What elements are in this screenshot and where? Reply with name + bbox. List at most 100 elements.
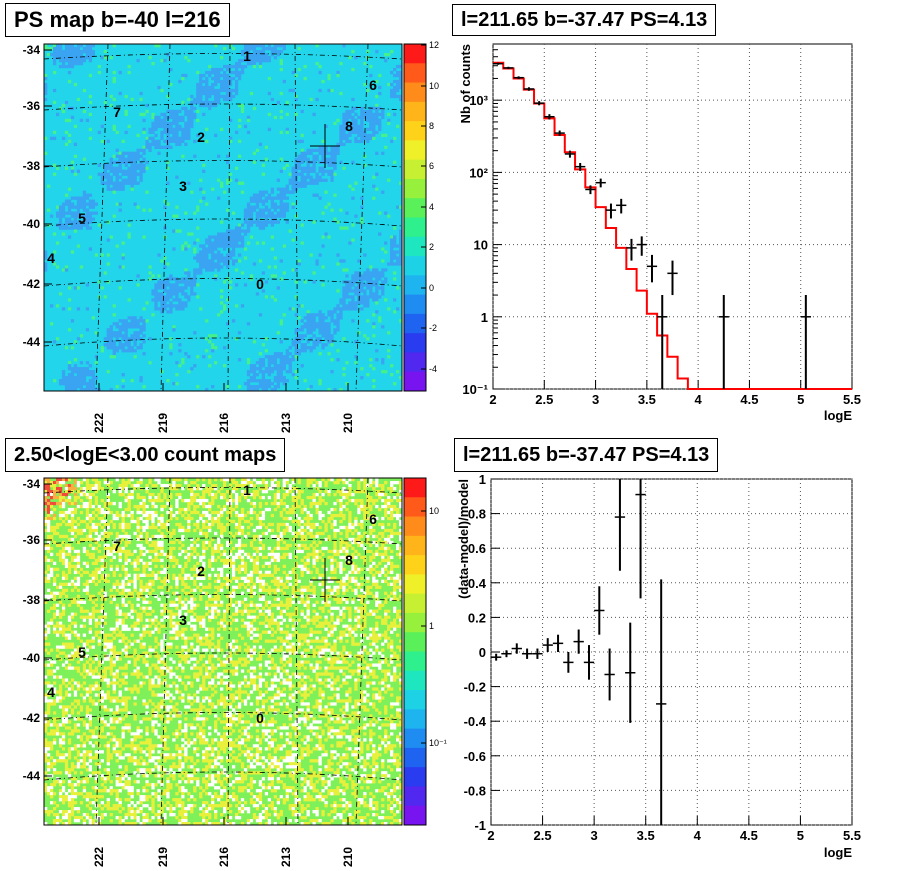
colorbar-segment [404,63,426,84]
colorbar-segment [404,670,426,691]
colorbar-segment [404,728,426,749]
source-label: 5 [78,644,86,660]
x-tick-label: 216 [217,847,231,867]
y-tick-label: -42 [23,711,41,725]
y-tick-label: 10² [469,165,488,180]
colorbar-tick-label: 10 [429,81,439,91]
y-tick-label: -0.4 [464,714,487,729]
x-tick-label: 2.5 [535,392,553,407]
colorbar-segment [404,478,426,498]
count-map-colorbar: 10 1 10⁻¹ [403,477,447,826]
source-label: 7 [113,104,121,120]
colorbar-segment [404,198,426,218]
y-tick-label: 10⁻¹ [462,382,488,397]
y-tick-label: -40 [23,217,41,231]
colorbar-segment [404,555,426,575]
source-label: 1 [243,48,251,64]
ps-map-frame [43,43,403,392]
colorbar-segment [404,371,426,392]
colorbar-segment [404,805,426,826]
colorbar-tick-label: 4 [429,202,434,212]
colorbar-tick-label: 1 [429,621,434,631]
source-label: 0 [256,710,264,726]
colorbar-segment [404,651,426,672]
y-tick-label: -1 [474,818,486,833]
y-tick-label: 10³ [469,93,488,108]
colorbar-tick-label: 12 [429,40,439,50]
colorbar-segment [404,516,426,537]
source-label: 2 [197,563,205,579]
x-tick-label: 2.5 [534,828,552,843]
colorbar-frame [403,43,427,392]
colorbar-tick-label: 2 [429,242,434,252]
colorbar-segment [404,121,426,141]
colorbar-segment [404,236,426,257]
colorbar-segment [404,535,426,556]
source-label: 8 [345,118,353,134]
longitude-grid-line [95,477,109,826]
x-tick-label: 219 [156,847,170,867]
x-tick-label: 3 [591,828,598,843]
y-tick-label: 0.2 [468,610,486,625]
x-tick-label: 4 [695,392,703,407]
longitude-grid-line [160,43,171,392]
x-axis-label: logE [824,845,852,860]
colorbar-segment [404,352,426,373]
x-tick-label: 4 [694,828,702,843]
x-tick-label: 3.5 [637,828,655,843]
colorbar-segment [404,294,426,315]
colorbar-tick-label: 0 [429,283,434,293]
x-tick-label: 222 [92,847,106,867]
colorbar-segment [404,256,426,276]
colorbar-segment [404,159,426,180]
colorbar-segment [404,786,426,807]
spectrum-plot: 2 2.5 3 3.5 4 4.5 5 5.5 10⁻¹ 1 10 10² 10³ logE Nb of c… [458,43,861,423]
y-tick-label: -44 [23,769,41,783]
spectrum-frame [492,43,853,390]
y-tick-label: -0.8 [464,783,486,798]
x-tick-label: 3.5 [638,392,656,407]
y-tick-label: 0.6 [468,541,486,556]
y-tick-label: -34 [23,477,41,491]
y-tick-label: -36 [23,533,41,547]
longitude-grid-line [95,43,109,392]
x-tick-label: 4.5 [740,392,758,407]
ps-map-title: PS map b=-40 l=216 [5,3,230,37]
source-label: 3 [179,612,187,628]
source-label: 4 [47,250,55,266]
x-tick-label: 5.5 [843,828,861,843]
colorbar-segment [404,574,426,595]
longitude-grid-line [355,43,369,392]
colorbar-tick-label: 6 [429,161,434,171]
x-tick-label: 2 [487,828,494,843]
source-label: 2 [197,129,205,145]
colorbar-tick-label: 10⁻¹ [429,738,447,748]
y-axis-label: Nb of counts [458,44,473,123]
colorbar-segment [404,275,426,296]
x-tick-label: 5 [797,828,804,843]
source-label: 6 [369,511,377,527]
colorbar-segment [404,82,426,103]
x-tick-label: 210 [341,413,355,433]
source-label: 3 [179,178,187,194]
colorbar-segment [404,632,426,652]
y-tick-label: 0 [479,645,486,660]
y-tick-label: -40 [23,651,41,665]
source-label: 5 [78,210,86,226]
colorbar-segment [404,593,426,614]
y-tick-label: -44 [23,335,41,349]
x-tick-label: 213 [279,847,293,867]
x-tick-label: 4.5 [740,828,758,843]
colorbar-segment [404,313,426,334]
y-tick-label: 10 [474,238,488,253]
source-label: 1 [243,482,251,498]
y-tick-label: -36 [23,99,41,113]
colorbar-segment [404,497,426,518]
ps-map-colorbar: 12 10 8 6 4 2 0 -2 -4 [403,40,439,392]
y-tick-label: 1 [481,310,488,325]
y-tick-label: -38 [23,159,41,173]
source-label: 6 [369,77,377,93]
y-tick-label: 0.4 [468,576,487,591]
residual-plot: 2 2.5 3 3.5 4 4.5 5 5.5 1 0.8 0.6 0.4 0.2 0 -0.2 -0.4 -0… [456,472,861,860]
colorbar-tick-label: 10 [429,506,439,516]
